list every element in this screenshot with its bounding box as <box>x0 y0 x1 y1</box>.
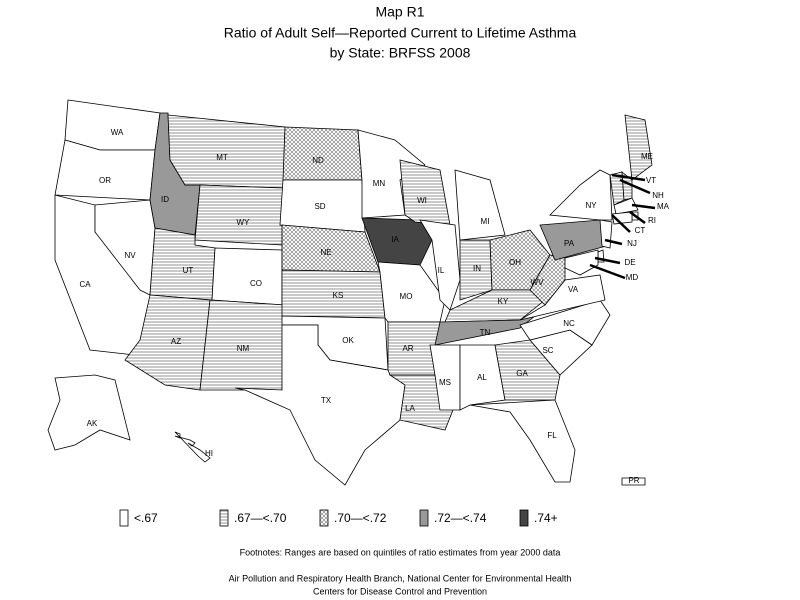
state-label: SD <box>314 202 325 211</box>
state <box>361 217 433 266</box>
credit: Centers for Disease Control and Preventi… <box>313 586 487 596</box>
state-label: MA <box>657 202 670 211</box>
state <box>234 324 406 486</box>
state-label: OR <box>99 176 111 185</box>
state-label: GA <box>516 369 528 378</box>
state <box>469 399 576 483</box>
state <box>599 219 613 249</box>
state-label: NJ <box>627 239 637 248</box>
state-label: AK <box>87 419 98 428</box>
title: Ratio of Adult Self—Reported Current to … <box>224 25 577 41</box>
state <box>454 169 506 241</box>
state-label: ND <box>312 156 324 165</box>
state <box>624 114 653 181</box>
legend-swatch <box>519 509 529 527</box>
state <box>167 114 286 189</box>
state <box>194 184 284 246</box>
state-label: HI <box>205 449 213 458</box>
state-label: OH <box>509 258 521 267</box>
state-label: WV <box>531 278 545 287</box>
legend-swatch <box>419 509 429 527</box>
legend-swatch <box>319 509 329 527</box>
state <box>494 339 561 401</box>
state-label: WI <box>417 196 427 205</box>
legend-label: .70—<.72 <box>334 511 387 525</box>
state-label: DE <box>624 258 635 267</box>
state-label: AR <box>402 344 413 353</box>
state-label: KY <box>498 297 509 306</box>
state-label: MN <box>373 179 386 188</box>
state-label: ME <box>641 152 653 161</box>
state-label: NM <box>237 344 250 353</box>
state-label: TX <box>321 396 332 405</box>
state-label: ID <box>161 195 169 204</box>
state-label: MT <box>216 153 228 162</box>
state <box>357 129 426 219</box>
state-label: AZ <box>171 337 181 346</box>
states: WA OR CA NV ID MT WY UT CO AZ NM ND SD NE KS OK TX MN IA MO… <box>47 99 670 486</box>
state-label: IL <box>438 266 445 275</box>
legend-label: <.67 <box>134 511 158 525</box>
legend-swatch <box>219 509 229 527</box>
state-label: WA <box>111 128 124 137</box>
state-label: RI <box>648 216 656 225</box>
state <box>564 249 599 276</box>
state-label: SC <box>542 346 553 355</box>
title: by State: BRFSS 2008 <box>330 45 471 61</box>
state-label: LA <box>405 404 415 413</box>
state-label: MI <box>481 217 490 226</box>
legend-swatch <box>119 509 129 527</box>
state-label: MS <box>439 378 451 387</box>
state-label: CO <box>250 279 262 288</box>
legend-label: .74+ <box>534 511 558 525</box>
state-label: MD <box>626 273 639 282</box>
state <box>174 431 211 463</box>
state <box>282 126 363 181</box>
state-label: FL <box>547 431 557 440</box>
credit: Air Pollution and Respiratory Health Bra… <box>229 573 572 583</box>
state <box>613 197 639 215</box>
footnote: Footnotes: Ranges are based on quintiles… <box>240 547 561 557</box>
state-label: PR <box>628 476 639 485</box>
state-label: MO <box>400 292 413 301</box>
state-label: VA <box>568 285 579 294</box>
state <box>459 344 506 411</box>
state-label: NV <box>124 251 136 260</box>
legend-label: .67—<.70 <box>234 511 287 525</box>
state-label: IA <box>391 235 399 244</box>
state-label: NE <box>320 248 331 257</box>
title: Map R1 <box>375 4 424 20</box>
leader-lines <box>589 173 656 280</box>
state <box>64 99 161 151</box>
state-label: VT <box>646 176 656 185</box>
legend-label: .72—<.74 <box>434 511 487 525</box>
state-label: NC <box>563 319 575 328</box>
state-label: WY <box>237 218 251 227</box>
state <box>621 477 646 486</box>
state-label: KS <box>333 291 344 300</box>
state-label: OK <box>342 336 354 345</box>
state-label: UT <box>183 266 194 275</box>
state <box>549 169 613 221</box>
state-label: IN <box>473 264 481 273</box>
legend: <.67 .67—<.70 .70—<.72 .72—<.74 .74+ <box>119 509 558 527</box>
state-label: PA <box>564 239 575 248</box>
state-label: CA <box>79 280 91 289</box>
state <box>47 374 131 451</box>
state <box>211 247 283 306</box>
state <box>399 159 451 226</box>
state-label: NH <box>652 191 664 200</box>
state-label: CT <box>635 226 646 235</box>
state-label: NY <box>585 201 597 210</box>
state-label: AL <box>477 373 487 382</box>
state <box>429 344 461 411</box>
state <box>434 307 546 346</box>
state-label: TN <box>480 328 491 337</box>
state <box>519 274 606 321</box>
state <box>529 254 566 306</box>
